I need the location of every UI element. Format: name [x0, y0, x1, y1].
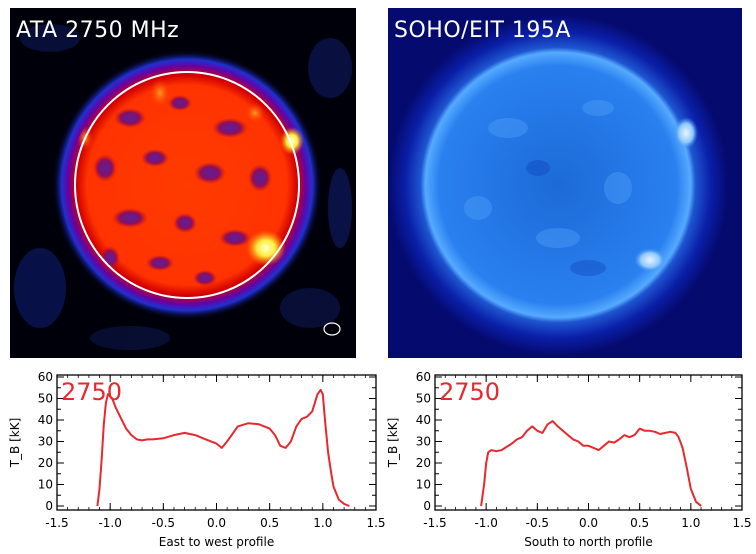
ata-radio-image: ATA 2750 MHz [10, 8, 356, 358]
y-tick-label: 0 [423, 499, 431, 513]
ata-radio-map [10, 8, 356, 358]
y-tick-label: 10 [416, 478, 431, 492]
profile-chart-south-north: -1.5 -1.0 -0.5 0.0 0.5 1.0 1.5 0 10 20 30 40 50 60 Sou… [386, 370, 752, 549]
y-axis-label: T_B [kK] [8, 418, 22, 469]
x-tick-label: 1.0 [313, 516, 332, 530]
x-tick-label: 0.0 [579, 516, 598, 530]
x-tick-label: -1.5 [423, 516, 446, 530]
y-tick-label: 30 [38, 435, 53, 449]
y-axis-label: T_B [kK] [386, 418, 400, 469]
ata-solar-disk [52, 50, 322, 320]
y-tick-label: 20 [38, 456, 53, 470]
x-tick-label: -0.5 [526, 516, 549, 530]
y-tick-label: 30 [416, 435, 431, 449]
chart-annotation: 2750 [61, 378, 122, 406]
y-tick-label: 50 [38, 392, 53, 406]
eit-disk-texture [464, 100, 632, 276]
profile-chart-east-west: -1.5 -1.0 -0.5 0.0 0.5 1.0 1.5 0 10 20 30 40 50 60 Eas… [8, 370, 386, 549]
y-tick-label: 50 [416, 392, 431, 406]
eit-active-region-southwest [634, 248, 666, 272]
y-tick-label: 40 [38, 413, 53, 427]
y-tick-label: 0 [45, 499, 53, 513]
x-tick-label: -0.5 [152, 516, 175, 530]
plot-frame [434, 374, 743, 511]
x-tick-label: 1.5 [366, 516, 385, 530]
ata-bright-region-west [280, 127, 304, 155]
y-tick-label: 60 [416, 370, 431, 384]
eit-active-region-west [674, 117, 698, 149]
chart-annotation: 2750 [439, 378, 500, 406]
eit-image-label: SOHO/EIT 195A [394, 18, 571, 43]
optical-limb-circle [74, 71, 300, 299]
y-tick-label: 60 [38, 370, 53, 384]
x-tick-label: 0.5 [630, 516, 649, 530]
x-axis-label: East to west profile [159, 535, 274, 549]
x-tick-label: 1.0 [681, 516, 700, 530]
y-tick-label: 20 [416, 456, 431, 470]
ata-image-label: ATA 2750 MHz [16, 18, 180, 43]
x-tick-label: 0.5 [260, 516, 279, 530]
x-tick-label: -1.0 [474, 516, 497, 530]
y-tick-label: 40 [416, 413, 431, 427]
beam-ellipse [323, 322, 341, 336]
x-tick-label: -1.5 [45, 516, 68, 530]
eit-solar-disk [388, 15, 728, 355]
eit-euv-image: SOHO/EIT 195A [388, 8, 742, 358]
ata-disk-structure [77, 79, 272, 286]
x-tick-label: -1.0 [98, 516, 121, 530]
ata-background-noise [14, 24, 352, 350]
plot-frame [56, 374, 377, 511]
x-axis-label: South to north profile [524, 535, 652, 549]
profile-line [96, 388, 350, 507]
x-tick-label: 0.0 [207, 516, 226, 530]
ata-bright-region-southwest [246, 230, 286, 266]
eit-euv-map [388, 8, 742, 358]
x-tick-label: 1.5 [732, 516, 751, 530]
y-tick-label: 10 [38, 478, 53, 492]
profile-line [480, 420, 702, 507]
